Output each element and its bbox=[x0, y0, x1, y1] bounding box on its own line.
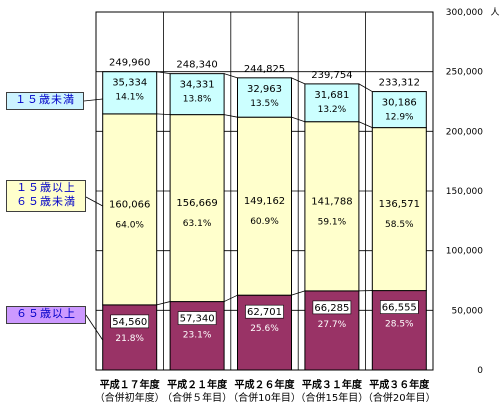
bar-segment-age-under-15 bbox=[304, 83, 360, 123]
data-label-percent: 60.9% bbox=[250, 217, 279, 227]
data-label-percent: 25.6% bbox=[250, 324, 279, 334]
series-connector-line bbox=[291, 77, 306, 85]
data-label-value: 62,701 bbox=[247, 307, 282, 318]
bar-segment-age-15-64 bbox=[102, 113, 158, 306]
callout-leader-line bbox=[85, 196, 103, 207]
x-category-sublabel: （合併20年目） bbox=[363, 391, 436, 404]
series-connector-line bbox=[291, 116, 306, 123]
bar-segment-age-15-64 bbox=[371, 127, 427, 292]
data-label-percent: 12.9% bbox=[385, 113, 414, 123]
value-label-box bbox=[177, 311, 217, 325]
data-label-percent: 63.1% bbox=[183, 219, 212, 229]
value-label-box bbox=[110, 314, 149, 329]
value-label-box bbox=[312, 300, 352, 315]
y-tick-label: 150,000 bbox=[446, 187, 483, 197]
y-tick-label: 250,000 bbox=[446, 68, 483, 78]
series-connector-line bbox=[156, 301, 171, 306]
y-tick-label: 300,000 bbox=[446, 8, 483, 18]
legend-callout-15-to-64-line1: １５歳以上 bbox=[16, 181, 76, 194]
x-category-sublabel: （合併５年目） bbox=[162, 391, 232, 404]
bar-segment-age-under-15 bbox=[102, 71, 158, 115]
data-label-total: 233,312 bbox=[379, 78, 420, 89]
data-label-value: 57,340 bbox=[180, 314, 215, 325]
series-connector-line bbox=[291, 290, 306, 296]
series-connector-line bbox=[156, 113, 171, 116]
y-tick-label: 100,000 bbox=[446, 247, 483, 257]
data-label-percent: 27.7% bbox=[318, 320, 347, 330]
callout-leader-line bbox=[83, 98, 103, 102]
data-label-value: 156,669 bbox=[176, 198, 217, 209]
bar-segment-age-under-15 bbox=[371, 91, 427, 129]
series-connector-line bbox=[223, 294, 238, 302]
data-label-value: 34,331 bbox=[180, 80, 215, 91]
data-label-value: 35,334 bbox=[112, 78, 147, 89]
legend-callout-15-to-64: １５歳以上 ６５歳未満 bbox=[6, 180, 86, 212]
bar-segment-age-15-64 bbox=[304, 121, 360, 292]
data-label-total: 249,960 bbox=[109, 58, 150, 69]
legend-callout-15-to-64-line2: ６５歳未満 bbox=[16, 195, 76, 208]
callout-leader-line bbox=[85, 314, 104, 341]
x-category-sublabel: （合併15年目） bbox=[296, 391, 369, 404]
data-label-total: 239,754 bbox=[311, 70, 352, 81]
x-category-label: 平成２１年度 bbox=[167, 378, 228, 391]
legend-callout-65-plus-text: ６５歳以上 bbox=[16, 307, 76, 320]
bar-segment-age-under-15 bbox=[237, 77, 292, 118]
data-label-percent: 21.8% bbox=[115, 334, 144, 344]
y-tick-label: 50,000 bbox=[452, 306, 484, 316]
data-label-value: 66,555 bbox=[382, 303, 417, 314]
x-category-label: 平成３６年度 bbox=[369, 378, 430, 391]
series-connector-line bbox=[223, 73, 238, 79]
value-label-box bbox=[379, 300, 419, 314]
legend-callout-under-15: １５歳未満 bbox=[6, 92, 84, 110]
data-label-value: 141,788 bbox=[311, 196, 352, 207]
legend-callout-65-plus: ６５歳以上 bbox=[6, 306, 86, 324]
data-label-total: 244,825 bbox=[244, 64, 285, 75]
data-label-percent: 64.0% bbox=[115, 220, 144, 230]
y-tick-label: 200,000 bbox=[446, 127, 483, 137]
data-label-value: 31,681 bbox=[314, 90, 349, 101]
x-category-label: 平成２６年度 bbox=[235, 378, 296, 391]
series-connector-line bbox=[358, 121, 373, 128]
x-category-label: 平成１７年度 bbox=[100, 378, 161, 391]
data-label-total: 248,340 bbox=[176, 60, 217, 71]
data-label-percent: 13.8% bbox=[183, 95, 212, 105]
data-label-value: 160,066 bbox=[109, 199, 150, 210]
bar-segment-age-15-64 bbox=[237, 116, 292, 296]
y-axis-unit: 人 bbox=[490, 7, 499, 18]
data-label-value: 149,162 bbox=[244, 196, 285, 207]
value-label-box bbox=[245, 304, 284, 319]
data-label-percent: 58.5% bbox=[385, 220, 414, 230]
data-label-percent: 13.2% bbox=[318, 105, 347, 115]
data-label-percent: 23.1% bbox=[183, 331, 212, 341]
data-label-percent: 59.1% bbox=[318, 217, 347, 227]
y-tick-label: 0 bbox=[477, 366, 483, 376]
bar-segment-age-under-15 bbox=[169, 73, 225, 116]
data-label-value: 136,571 bbox=[379, 199, 420, 210]
data-label-percent: 28.5% bbox=[385, 320, 414, 330]
data-label-value: 66,285 bbox=[314, 303, 349, 314]
data-label-value: 54,560 bbox=[112, 317, 147, 328]
series-connector-line bbox=[358, 83, 373, 92]
legend-callout-under-15-text: １５歳未満 bbox=[15, 93, 75, 106]
data-label-value: 32,963 bbox=[247, 84, 282, 95]
x-category-sublabel: （合併10年目） bbox=[228, 391, 301, 404]
series-connector-line bbox=[224, 114, 238, 118]
x-category-label: 平成３１年度 bbox=[302, 378, 363, 391]
data-label-percent: 14.1% bbox=[115, 93, 144, 103]
x-category-sublabel: （合併初年度） bbox=[95, 391, 165, 404]
series-connector-line bbox=[156, 71, 171, 75]
data-label-percent: 13.5% bbox=[250, 99, 279, 109]
data-label-value: 30,186 bbox=[382, 98, 417, 109]
